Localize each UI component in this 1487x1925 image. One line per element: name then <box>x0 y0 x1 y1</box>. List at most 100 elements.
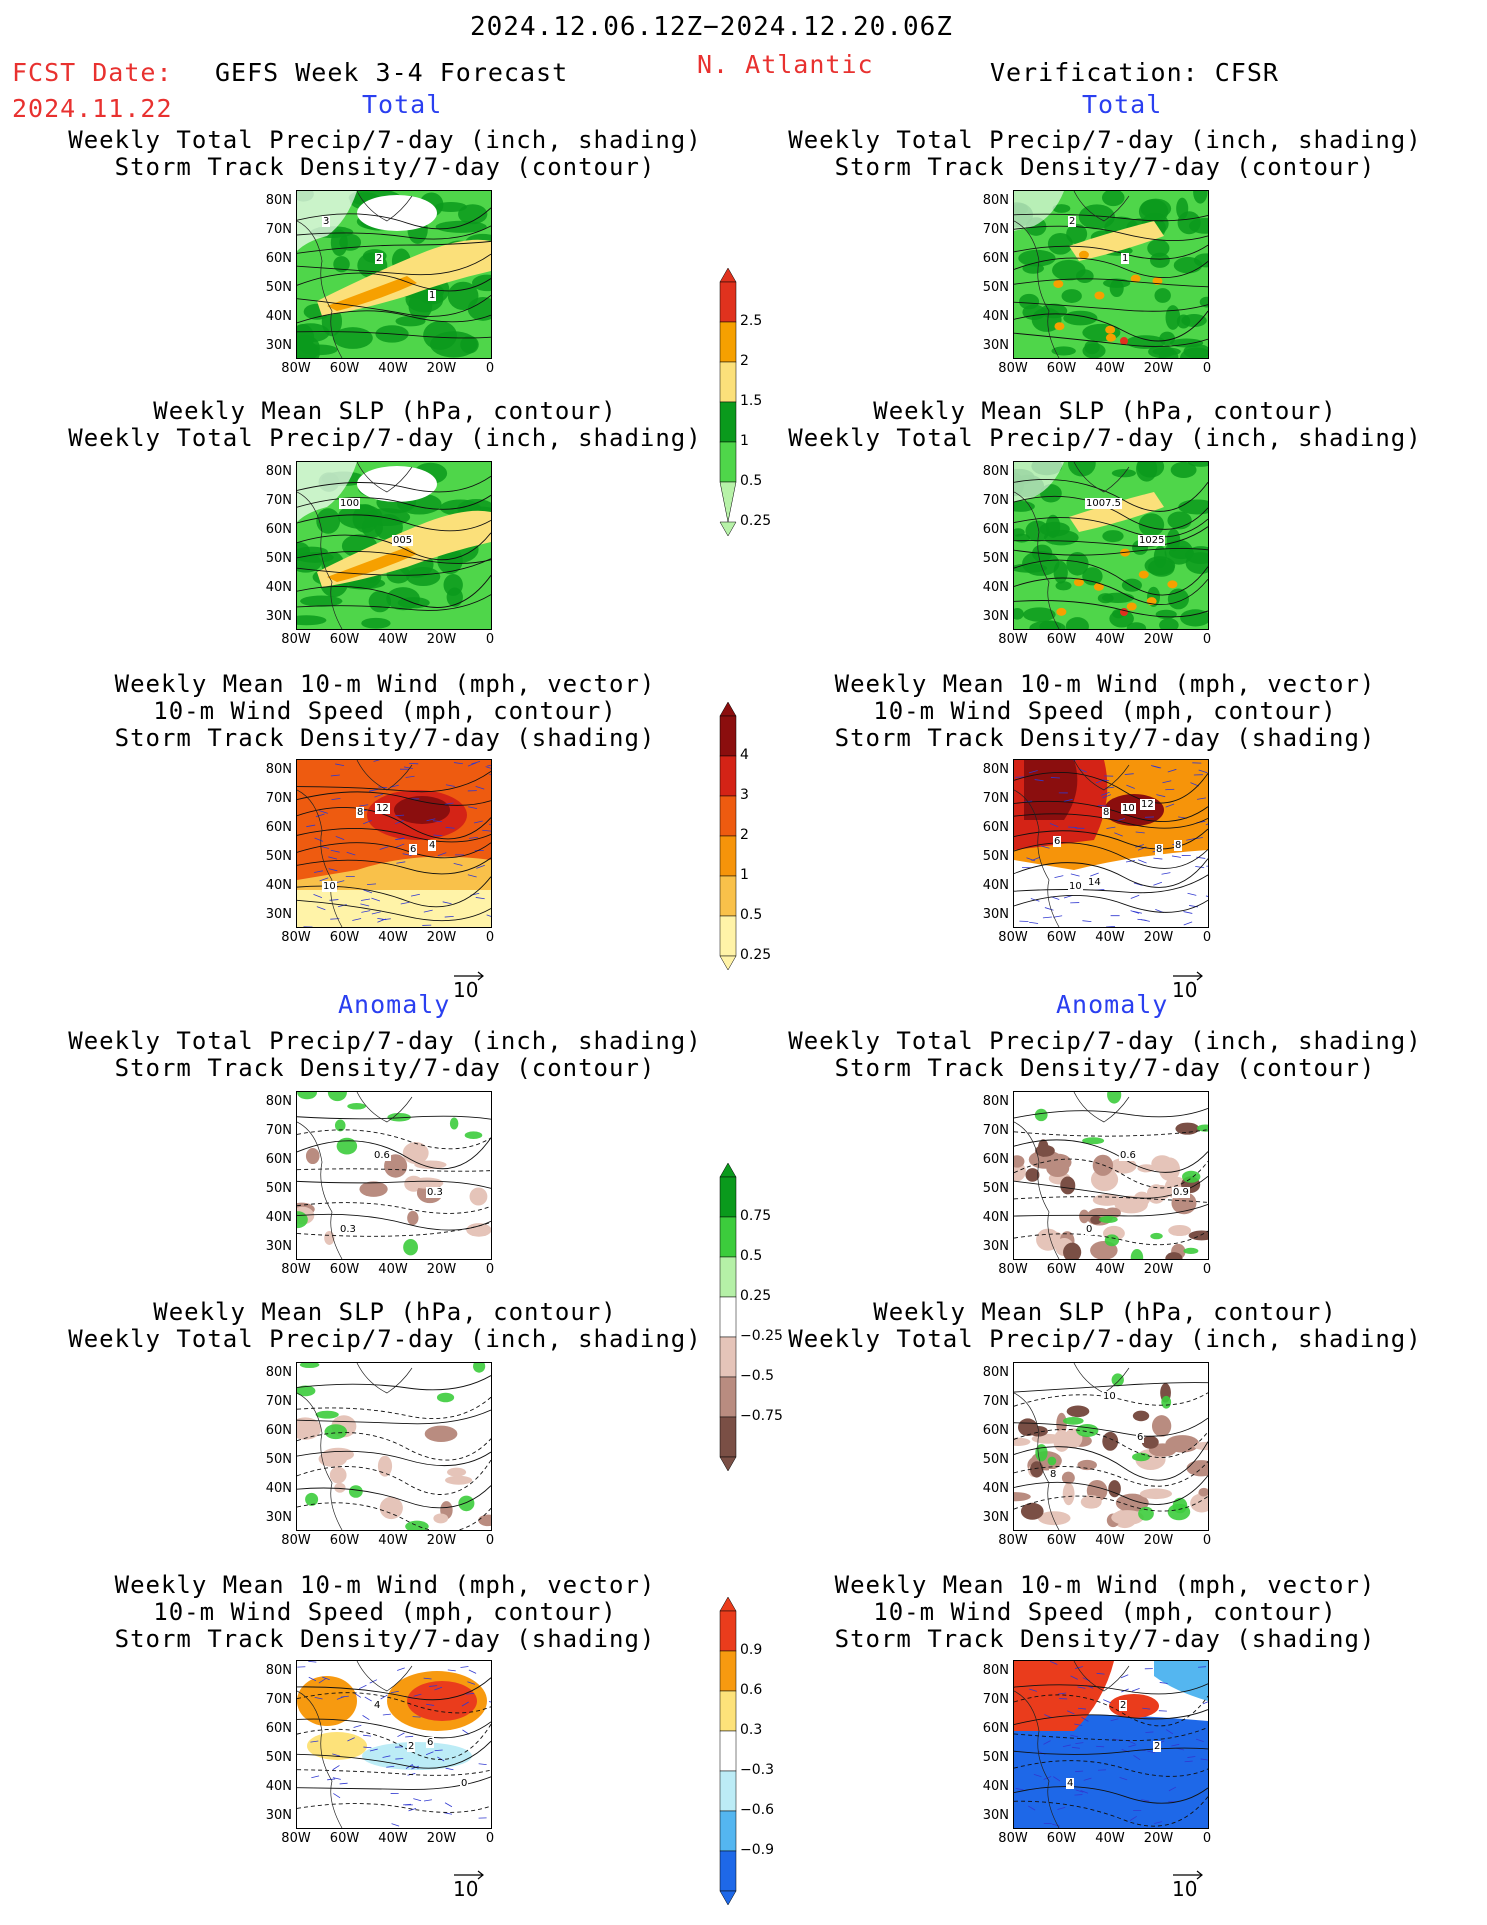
lon-tick-label: 0 <box>485 361 495 376</box>
lat-tick-label: 30N <box>982 1808 1009 1823</box>
lat-tick-label: 80N <box>265 193 292 208</box>
contour-label: 6 <box>1053 836 1062 847</box>
lon-tick-label: 20W <box>426 361 457 376</box>
map-field <box>297 1661 491 1828</box>
map-panel-fcst-4 <box>296 1362 492 1531</box>
colorbar-label: 0.75 <box>740 1208 772 1224</box>
contour-label: 0 <box>1085 1224 1094 1235</box>
vector-ref-value: 10 <box>1172 978 1198 1002</box>
region-label: N. Atlantic <box>697 50 874 79</box>
lat-tick-label: 40N <box>265 1481 292 1496</box>
vector-ref-left-anom: 10 <box>453 1870 484 1901</box>
panel-title-verif-4: Weekly Mean SLP (hPa, contour) Weekly Tot… <box>785 1299 1425 1353</box>
forecast-title: GEFS Week 3-4 Forecast <box>215 58 569 87</box>
lat-tick-label: 50N <box>982 849 1009 864</box>
lat-tick-label: 70N <box>265 222 292 237</box>
contour-label: 0.3 <box>339 1224 357 1235</box>
panel-title-line: Storm Track Density/7-day (shading) <box>834 724 1376 752</box>
lon-tick-label: 60W <box>1046 361 1077 376</box>
panel-title-line: Weekly Total Precip/7-day (inch, shading… <box>68 424 702 452</box>
lat-tick-label: 70N <box>982 222 1009 237</box>
colorbar-label: −0.25 <box>740 1328 783 1344</box>
lon-tick-label: 40W <box>1095 1262 1125 1277</box>
panel-title-line: Weekly Total Precip/7-day (inch, shading… <box>68 1027 702 1055</box>
fcst-date-label: FCST Date: <box>12 58 173 87</box>
colorbar-label: 0.25 <box>740 947 772 963</box>
lat-tick-label: 60N <box>982 251 1009 266</box>
panel-title-fcst-4: Weekly Mean SLP (hPa, contour) Weekly Tot… <box>65 1299 705 1353</box>
lat-tick-label: 50N <box>982 1181 1009 1196</box>
contour-label: 2 <box>407 1741 416 1752</box>
lon-tick-label: 80W <box>998 1262 1028 1277</box>
colorbar-label: −0.9 <box>740 1842 774 1858</box>
contour-label: 10 <box>322 881 337 892</box>
contour-label: 0 <box>460 1778 469 1789</box>
lon-tick-label: 40W <box>1095 632 1125 647</box>
colorbar-label: 0.25 <box>740 1288 772 1304</box>
colorbar-label: −0.6 <box>740 1802 774 1818</box>
lon-tick-label: 0 <box>1202 632 1212 647</box>
contour-label: 8 <box>1155 844 1164 855</box>
section-total-left: Total <box>362 90 443 119</box>
lat-tick-label: 70N <box>265 1394 292 1409</box>
lon-tick-label: 80W <box>998 1831 1028 1846</box>
lat-tick-label: 30N <box>982 338 1009 353</box>
colorbar-label: 1 <box>740 867 749 883</box>
colorbar-label: 4 <box>740 747 749 763</box>
vector-ref-arrow-icon <box>454 1870 484 1880</box>
lon-tick-label: 60W <box>1046 1262 1077 1277</box>
lon-tick-label: 40W <box>1095 361 1125 376</box>
colorbar-label: 1.5 <box>740 393 763 409</box>
lon-tick-label: 20W <box>1143 361 1174 376</box>
panel-title-line: Storm Track Density/7-day (shading) <box>834 1625 1376 1653</box>
lon-tick-label: 20W <box>426 930 457 945</box>
lat-tick-label: 80N <box>982 464 1009 479</box>
lon-tick-label: 80W <box>998 930 1028 945</box>
lat-tick-label: 60N <box>265 1152 292 1167</box>
lat-tick-label: 60N <box>265 251 292 266</box>
panel-title-verif-2: Weekly Mean 10-m Wind (mph, vector) 10-m … <box>785 671 1425 752</box>
contour-label: 8 <box>1174 840 1183 851</box>
lon-tick-label: 60W <box>1046 1533 1077 1548</box>
lon-tick-label: 0 <box>1202 1262 1212 1277</box>
lon-tick-label: 60W <box>329 1831 360 1846</box>
lon-tick-label: 0 <box>1202 1831 1212 1846</box>
lat-tick-label: 40N <box>982 580 1009 595</box>
lat-tick-label: 70N <box>265 493 292 508</box>
lat-tick-label: 40N <box>265 580 292 595</box>
lat-tick-label: 70N <box>265 1123 292 1138</box>
colorbar-precip_total <box>719 268 737 536</box>
panel-title-fcst-2: Weekly Mean 10-m Wind (mph, vector) 10-m … <box>65 671 705 752</box>
lat-tick-label: 70N <box>982 1394 1009 1409</box>
colorbar-label: 0.6 <box>740 1682 763 1698</box>
lon-tick-label: 60W <box>329 632 360 647</box>
lat-tick-label: 50N <box>265 1181 292 1196</box>
lat-tick-label: 40N <box>265 878 292 893</box>
lon-tick-label: 0 <box>1202 930 1212 945</box>
lat-tick-label: 60N <box>265 1423 292 1438</box>
lat-tick-label: 40N <box>265 309 292 324</box>
lon-tick-label: 20W <box>1143 632 1174 647</box>
panel-title-line: Weekly Total Precip/7-day (inch, shading… <box>788 1027 1422 1055</box>
colorbar-label: 2 <box>740 827 749 843</box>
colorbar-label: 0.5 <box>740 473 763 489</box>
lat-tick-label: 80N <box>982 1663 1009 1678</box>
panel-title-line: Weekly Total Precip/7-day (inch, shading… <box>68 126 702 154</box>
lon-tick-label: 60W <box>1046 1831 1077 1846</box>
map-panel-verif-2: 8 8 10 10 8 14 12 6 <box>1013 759 1209 928</box>
lat-tick-label: 60N <box>265 1721 292 1736</box>
lat-tick-label: 80N <box>982 1365 1009 1380</box>
lon-tick-label: 80W <box>998 1533 1028 1548</box>
panel-title-verif-0: Weekly Total Precip/7-day (inch, shading… <box>785 127 1425 181</box>
panel-title-line: Weekly Mean 10-m Wind (mph, vector) <box>834 1571 1376 1599</box>
lon-tick-label: 40W <box>378 1533 408 1548</box>
lat-tick-label: 50N <box>265 551 292 566</box>
lat-tick-label: 30N <box>265 338 292 353</box>
verification-label: Verification: CFSR <box>990 58 1279 87</box>
contour-label: 005 <box>392 535 414 546</box>
vector-ref-value: 10 <box>453 1877 479 1901</box>
panel-title-line: Storm Track Density/7-day (contour) <box>834 153 1376 181</box>
contour-label: 1 <box>428 290 437 301</box>
lon-tick-label: 0 <box>1202 1533 1212 1548</box>
